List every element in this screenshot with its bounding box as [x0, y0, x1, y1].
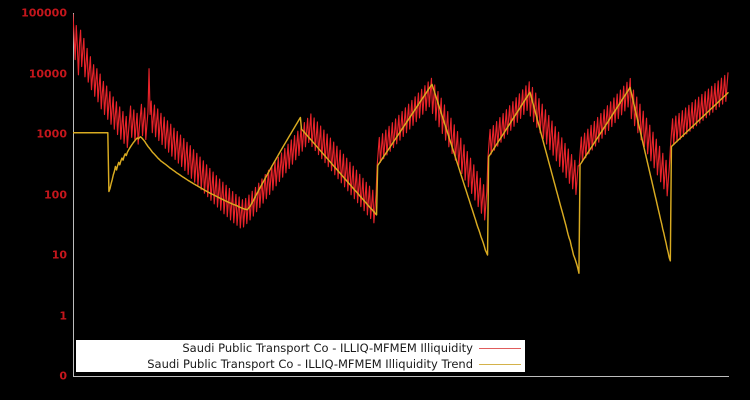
legend-label-illiquidity: Saudi Public Transport Co - ILLIQ-MFMEM … — [182, 341, 473, 355]
series-line-illiquidity-trend — [73, 83, 729, 274]
plot-area — [73, 13, 729, 376]
y-tick-label-1: 1 — [59, 309, 67, 322]
y-tick-label-100: 100 — [44, 188, 67, 201]
series-canvas — [73, 13, 729, 274]
legend-label-illiquidity-trend: Saudi Public Transport Co - ILLIQ-MFMEM … — [147, 357, 473, 371]
x-axis-line — [73, 376, 729, 377]
y-tick-label-100000: 100000 — [21, 6, 67, 20]
series-line-illiquidity — [73, 13, 729, 229]
y-tick-label-10: 10 — [51, 248, 67, 262]
legend-entry-illiquidity: Saudi Public Transport Co - ILLIQ-MFMEM … — [182, 340, 521, 356]
y-tick-label-1000: 1000 — [36, 127, 67, 141]
y-tick-label-0: 0 — [59, 369, 67, 383]
y-tick-label-10000: 10000 — [28, 67, 67, 80]
y-axis-line — [73, 13, 74, 377]
legend-entry-illiquidity-trend: Saudi Public Transport Co - ILLIQ-MFMEM … — [147, 356, 521, 372]
legend-line-sample-illiquidity — [479, 347, 521, 349]
chart-legend: Saudi Public Transport Co - ILLIQ-MFMEM … — [76, 340, 525, 372]
legend-line-sample-illiquidity-trend — [479, 363, 521, 365]
